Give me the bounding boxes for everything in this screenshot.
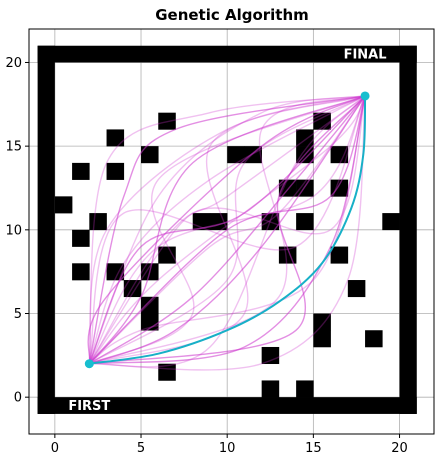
candidate-path-layer — [87, 95, 366, 371]
candidate-path — [88, 95, 366, 365]
candidate-path — [88, 95, 366, 365]
obstacle-cell — [158, 246, 176, 264]
obstacle-cell — [227, 146, 245, 164]
candidate-path — [88, 95, 366, 364]
tick-layer: 0 5 10 15 20 0 5 10 15 20 — [5, 56, 407, 456]
obstacle-cell — [261, 213, 280, 231]
x-tick-label: 0 — [51, 441, 59, 456]
candidate-path — [88, 95, 366, 364]
obstacle-cell — [296, 380, 314, 398]
obstacle-cell — [141, 146, 159, 164]
candidate-path — [88, 95, 366, 365]
candidate-path — [87, 95, 366, 364]
obstacle-cell — [72, 229, 90, 247]
obstacle-cell — [106, 263, 125, 281]
plot-area: FINAL FIRST — [37, 45, 417, 414]
obstacle-cell — [261, 346, 280, 365]
start-point — [84, 359, 94, 369]
obstacle-cell — [261, 380, 280, 398]
endpoint-layer — [84, 91, 370, 369]
axis-frame — [28, 28, 435, 435]
candidate-path — [89, 95, 366, 365]
obstacle-layer — [37, 45, 417, 414]
x-tick-label: 5 — [137, 441, 145, 456]
obstacle-cell — [72, 162, 90, 180]
candidate-path — [89, 95, 366, 365]
best-path-layer — [89, 95, 367, 365]
grid-layer — [29, 29, 434, 434]
candidate-path — [88, 95, 366, 364]
x-tick-label: 20 — [391, 441, 408, 456]
goal-label: FINAL — [344, 48, 387, 63]
obstacle-cell — [72, 263, 90, 281]
best-path — [89, 95, 367, 365]
obstacle-cell — [365, 330, 383, 348]
obstacle-cell — [106, 129, 125, 147]
obstacle-cell — [347, 280, 366, 298]
obstacle-cell — [158, 363, 176, 381]
candidate-path — [88, 95, 366, 365]
obstacle-cell — [158, 112, 176, 130]
candidate-path — [88, 95, 366, 365]
chart-title: Genetic Algorithm — [155, 6, 309, 24]
obstacle-cell — [382, 213, 400, 231]
obstacle-cell — [54, 196, 73, 214]
x-tick-label: 10 — [219, 441, 236, 456]
goal-point — [360, 91, 370, 101]
obstacle-cell — [89, 213, 107, 231]
border-left — [37, 45, 55, 414]
candidate-path — [89, 95, 366, 365]
y-tick-label: 10 — [5, 223, 22, 238]
obstacle-cell — [123, 280, 142, 298]
x-tick-label: 15 — [305, 441, 322, 456]
border-top — [37, 45, 417, 63]
candidate-path — [89, 95, 366, 371]
y-tick-label: 0 — [14, 391, 22, 406]
candidate-path — [88, 95, 366, 365]
obstacle-cell — [244, 146, 262, 164]
candidate-path — [88, 95, 366, 365]
start-label: FIRST — [68, 399, 110, 414]
candidate-path — [88, 95, 366, 365]
obstacle-cell — [296, 129, 314, 147]
obstacle-cell — [106, 162, 125, 180]
candidate-path — [88, 95, 366, 364]
candidate-path — [88, 95, 366, 365]
obstacle-cell — [330, 246, 349, 264]
y-tick-label: 5 — [14, 307, 22, 322]
obstacle-cell — [313, 313, 331, 331]
candidate-path — [89, 95, 366, 368]
candidate-path — [89, 95, 366, 365]
obstacle-cell — [296, 213, 314, 231]
obstacle-cell — [192, 213, 211, 231]
y-tick-label: 15 — [5, 140, 22, 155]
candidate-path — [89, 95, 366, 365]
candidate-path — [88, 95, 366, 364]
candidate-path — [88, 95, 366, 364]
border-bottom — [37, 397, 417, 414]
obstacle-cell — [313, 330, 331, 348]
candidate-path — [88, 95, 366, 365]
y-tick-label: 20 — [5, 56, 22, 71]
obstacle-cell — [313, 112, 331, 130]
obstacle-cell — [330, 146, 349, 164]
obstacle-cell — [141, 296, 159, 314]
border-right — [399, 45, 417, 414]
candidate-path — [88, 95, 366, 365]
